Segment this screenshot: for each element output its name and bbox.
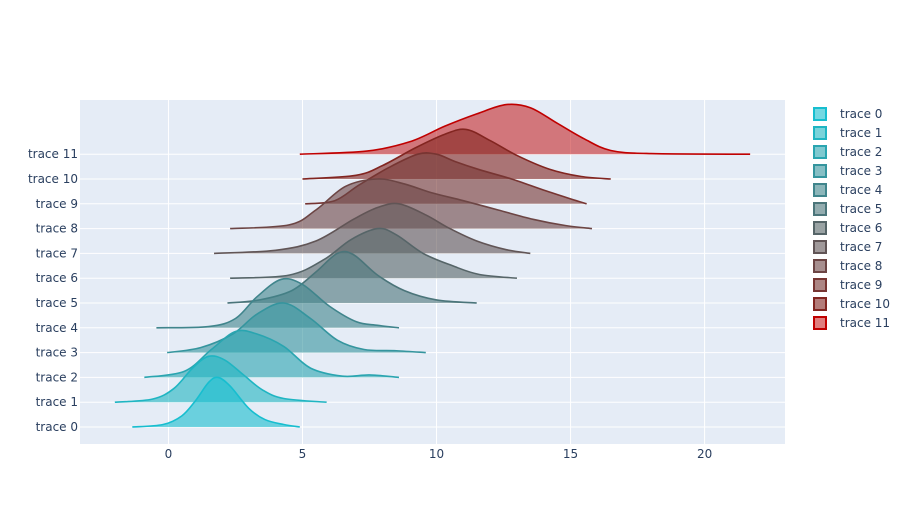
legend-swatch xyxy=(813,183,827,197)
trace-area-6[interactable] xyxy=(230,228,517,279)
legend-swatch xyxy=(813,240,827,254)
legend-label: trace 2 xyxy=(840,145,882,159)
traces xyxy=(114,103,751,428)
trace-outline-3 xyxy=(167,302,426,354)
y-tick-label: trace 5 xyxy=(36,296,78,310)
x-tick-label: 20 xyxy=(697,447,712,461)
trace-area-0[interactable] xyxy=(132,377,300,427)
legend-swatch xyxy=(813,316,827,330)
legend-item[interactable]: trace 1 xyxy=(813,126,882,140)
legend-label: trace 10 xyxy=(840,297,890,311)
legend-swatch xyxy=(813,145,827,159)
legend-item[interactable]: trace 7 xyxy=(813,240,882,254)
x-tick-label: 15 xyxy=(563,447,578,461)
legend-label: trace 6 xyxy=(840,221,882,235)
legend-label: trace 9 xyxy=(840,278,882,292)
trace-outline-8 xyxy=(230,178,593,230)
legend-swatch xyxy=(813,278,827,292)
trace-outline-1 xyxy=(114,355,327,403)
y-tick-label: trace 8 xyxy=(36,222,78,236)
y-tick-label: trace 7 xyxy=(36,246,78,260)
legend-item[interactable]: trace 6 xyxy=(813,221,882,235)
legend-swatch xyxy=(813,221,827,235)
y-tick-label: trace 0 xyxy=(36,420,78,434)
legend-swatch xyxy=(813,297,827,311)
legend-item[interactable]: trace 0 xyxy=(813,107,882,121)
y-axis-ticks: trace 0 trace 1 trace 2 trace 3 trace 4 trace… xyxy=(28,147,78,434)
legend-item[interactable]: trace 3 xyxy=(813,164,882,178)
y-tick-label: trace 9 xyxy=(36,197,78,211)
legend: trace 0 trace 1 trace 2 trace 3 trace 4 trace… xyxy=(813,107,890,330)
y-tick-label: trace 6 xyxy=(36,271,78,285)
trace-area-7[interactable] xyxy=(214,203,531,254)
legend-label: trace 11 xyxy=(840,316,890,330)
y-tick-label: trace 4 xyxy=(36,321,78,335)
x-axis-ticks: 0 5 10 15 20 xyxy=(165,447,713,461)
trace-outline-4 xyxy=(156,277,400,329)
trace-outline-0 xyxy=(132,376,300,428)
legend-item[interactable]: trace 5 xyxy=(813,202,882,216)
legend-label: trace 0 xyxy=(840,107,882,121)
legend-label: trace 4 xyxy=(840,183,882,197)
trace-area-10[interactable] xyxy=(302,129,611,179)
legend-label: trace 7 xyxy=(840,240,882,254)
legend-item[interactable]: trace 9 xyxy=(813,278,882,292)
trace-outline-7 xyxy=(213,202,531,255)
legend-swatch xyxy=(813,107,827,121)
legend-item[interactable]: trace 10 xyxy=(813,297,890,311)
legend-swatch xyxy=(813,202,827,216)
legend-item[interactable]: trace 4 xyxy=(813,183,882,197)
legend-item[interactable]: trace 8 xyxy=(813,259,882,273)
legend-swatch xyxy=(813,259,827,273)
legend-swatch xyxy=(813,126,827,140)
legend-label: trace 8 xyxy=(840,259,882,273)
legend-label: trace 1 xyxy=(840,126,882,140)
y-tick-label: trace 10 xyxy=(28,172,78,186)
y-tick-label: trace 1 xyxy=(36,395,78,409)
trace-outline-10 xyxy=(302,128,611,180)
x-tick-label: 10 xyxy=(429,447,444,461)
y-tick-label: trace 2 xyxy=(36,370,78,384)
legend-item[interactable]: trace 11 xyxy=(813,316,890,330)
trace-area-5[interactable] xyxy=(227,251,477,303)
x-tick-label: 5 xyxy=(299,447,307,461)
trace-outline-11 xyxy=(299,103,751,155)
x-tick-label: 0 xyxy=(165,447,173,461)
legend-label: trace 3 xyxy=(840,164,882,178)
y-tick-label: trace 3 xyxy=(36,346,78,360)
legend-swatch xyxy=(813,164,827,178)
y-tick-label: trace 11 xyxy=(28,147,78,161)
legend-label: trace 5 xyxy=(840,202,882,216)
legend-item[interactable]: trace 2 xyxy=(813,145,882,159)
trace-area-8[interactable] xyxy=(230,178,593,229)
trace-outline-6 xyxy=(230,227,518,279)
trace-outline-2 xyxy=(144,329,400,379)
